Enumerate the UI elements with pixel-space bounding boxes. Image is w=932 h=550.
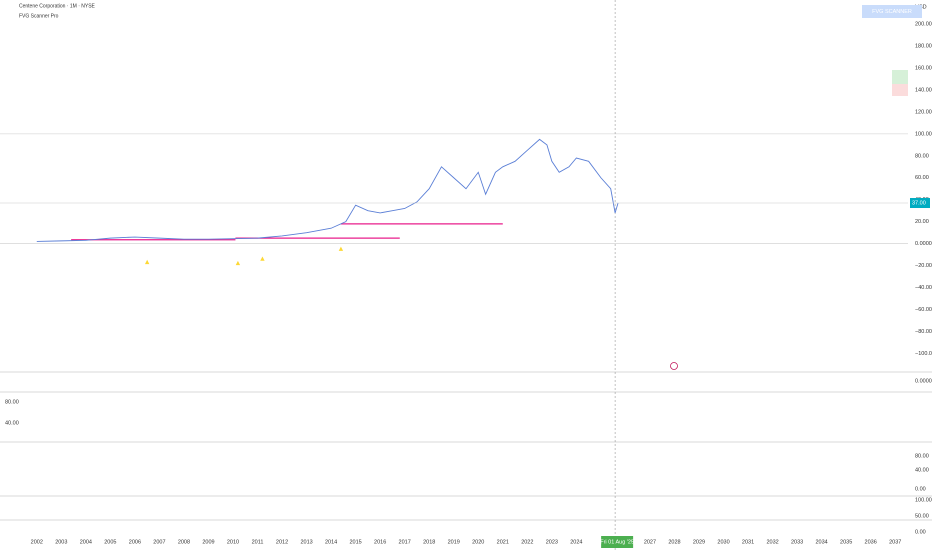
last-price-box xyxy=(910,198,930,209)
x-tick-label: 2008 xyxy=(178,539,190,545)
event-marker[interactable] xyxy=(670,362,678,370)
x-tick-label: 2018 xyxy=(423,539,435,545)
x-tick-label: 2003 xyxy=(55,539,67,545)
y-tick-label: 120.00 xyxy=(915,109,932,115)
x-tick-label: 2002 xyxy=(31,539,43,545)
x-tick-label: 2004 xyxy=(80,539,92,545)
date-label: Fri 01 Aug '25 xyxy=(600,539,634,545)
y-tick-label: 80.00 xyxy=(915,153,929,159)
y-tick-label: 20.00 xyxy=(915,219,929,225)
x-tick-label: 2031 xyxy=(742,539,754,545)
x-tick-label: 2009 xyxy=(202,539,214,545)
x-tick-label: 2019 xyxy=(448,539,460,545)
y-tick-label: −60.00 xyxy=(915,307,932,313)
x-tick-label: 2015 xyxy=(350,539,362,545)
x-tick-label: 2022 xyxy=(521,539,533,545)
signal xyxy=(260,256,265,261)
x-tick-label: 2033 xyxy=(791,539,803,545)
x-tick-label: 2007 xyxy=(153,539,165,545)
x-tick-label: 2006 xyxy=(129,539,141,545)
indicator-name: FVG Scanner Pro xyxy=(19,13,59,19)
x-tick-label: 2016 xyxy=(374,539,386,545)
x-tick-label: 2010 xyxy=(227,539,239,545)
y-tick-label: −20.00 xyxy=(915,263,932,269)
x-tick-label: 2028 xyxy=(668,539,680,545)
y-tick-label: 100.00 xyxy=(915,131,932,137)
x-tick-label: 2005 xyxy=(104,539,116,545)
y-tick-label: 200.00 xyxy=(915,22,932,28)
x-tick-label: 2013 xyxy=(300,539,312,545)
x-tick-label: 2014 xyxy=(325,539,337,545)
x-tick-label: 2030 xyxy=(717,539,729,545)
y-tick-label: 0.0000 xyxy=(915,241,932,247)
y-tick-label: 180.00 xyxy=(915,44,932,50)
x-tick-label: 2017 xyxy=(399,539,411,545)
x-tick-label: 2011 xyxy=(252,539,264,545)
y-tick-label: −100.00 xyxy=(915,351,932,357)
y-tick-label: 140.00 xyxy=(915,87,932,93)
x-tick-label: 2035 xyxy=(840,539,852,545)
pane-label: 40.00 xyxy=(915,467,929,473)
signal xyxy=(235,260,241,266)
scanner-button-label[interactable]: FVG SCANNER xyxy=(872,9,912,15)
short-zone xyxy=(892,84,908,96)
x-tick-label: 2012 xyxy=(276,539,288,545)
pane-label: 0.00 xyxy=(915,529,926,535)
pane-label: 0.00 xyxy=(915,486,926,492)
y-tick-label: −80.00 xyxy=(915,329,932,335)
x-tick-label: 2032 xyxy=(766,539,778,545)
pane-label: 80.00 xyxy=(5,399,19,405)
x-tick-label: 2023 xyxy=(546,539,558,545)
pane-label: 100.00 xyxy=(915,497,932,503)
y-tick-label: 160.00 xyxy=(915,65,932,71)
y-tick-label: −40.00 xyxy=(915,285,932,291)
long-zone xyxy=(892,70,908,84)
x-tick-label: 2024 xyxy=(570,539,582,545)
x-tick-label: 2036 xyxy=(865,539,877,545)
signal xyxy=(338,246,344,251)
y-tick-label: 60.00 xyxy=(915,175,929,181)
price-line xyxy=(36,138,619,242)
pane-label: 50.00 xyxy=(915,513,929,519)
x-tick-label: 2034 xyxy=(816,539,828,545)
chart-title: Centene Corporation · 1M · NYSE xyxy=(19,3,96,9)
x-tick-label: 2021 xyxy=(497,539,509,545)
pane-label: 80.00 xyxy=(915,453,929,459)
pane-label: 40.00 xyxy=(5,420,19,426)
scanner-button[interactable] xyxy=(862,5,922,18)
pane-label: 0.0000 xyxy=(915,378,932,384)
x-tick-label: 2020 xyxy=(472,539,484,545)
date-box xyxy=(601,536,634,548)
x-tick-label: 2029 xyxy=(693,539,705,545)
signal xyxy=(144,259,150,265)
x-tick-label: 2027 xyxy=(644,539,656,545)
x-tick-label: 2037 xyxy=(889,539,901,545)
last-price-label: 37.00 xyxy=(912,200,926,206)
